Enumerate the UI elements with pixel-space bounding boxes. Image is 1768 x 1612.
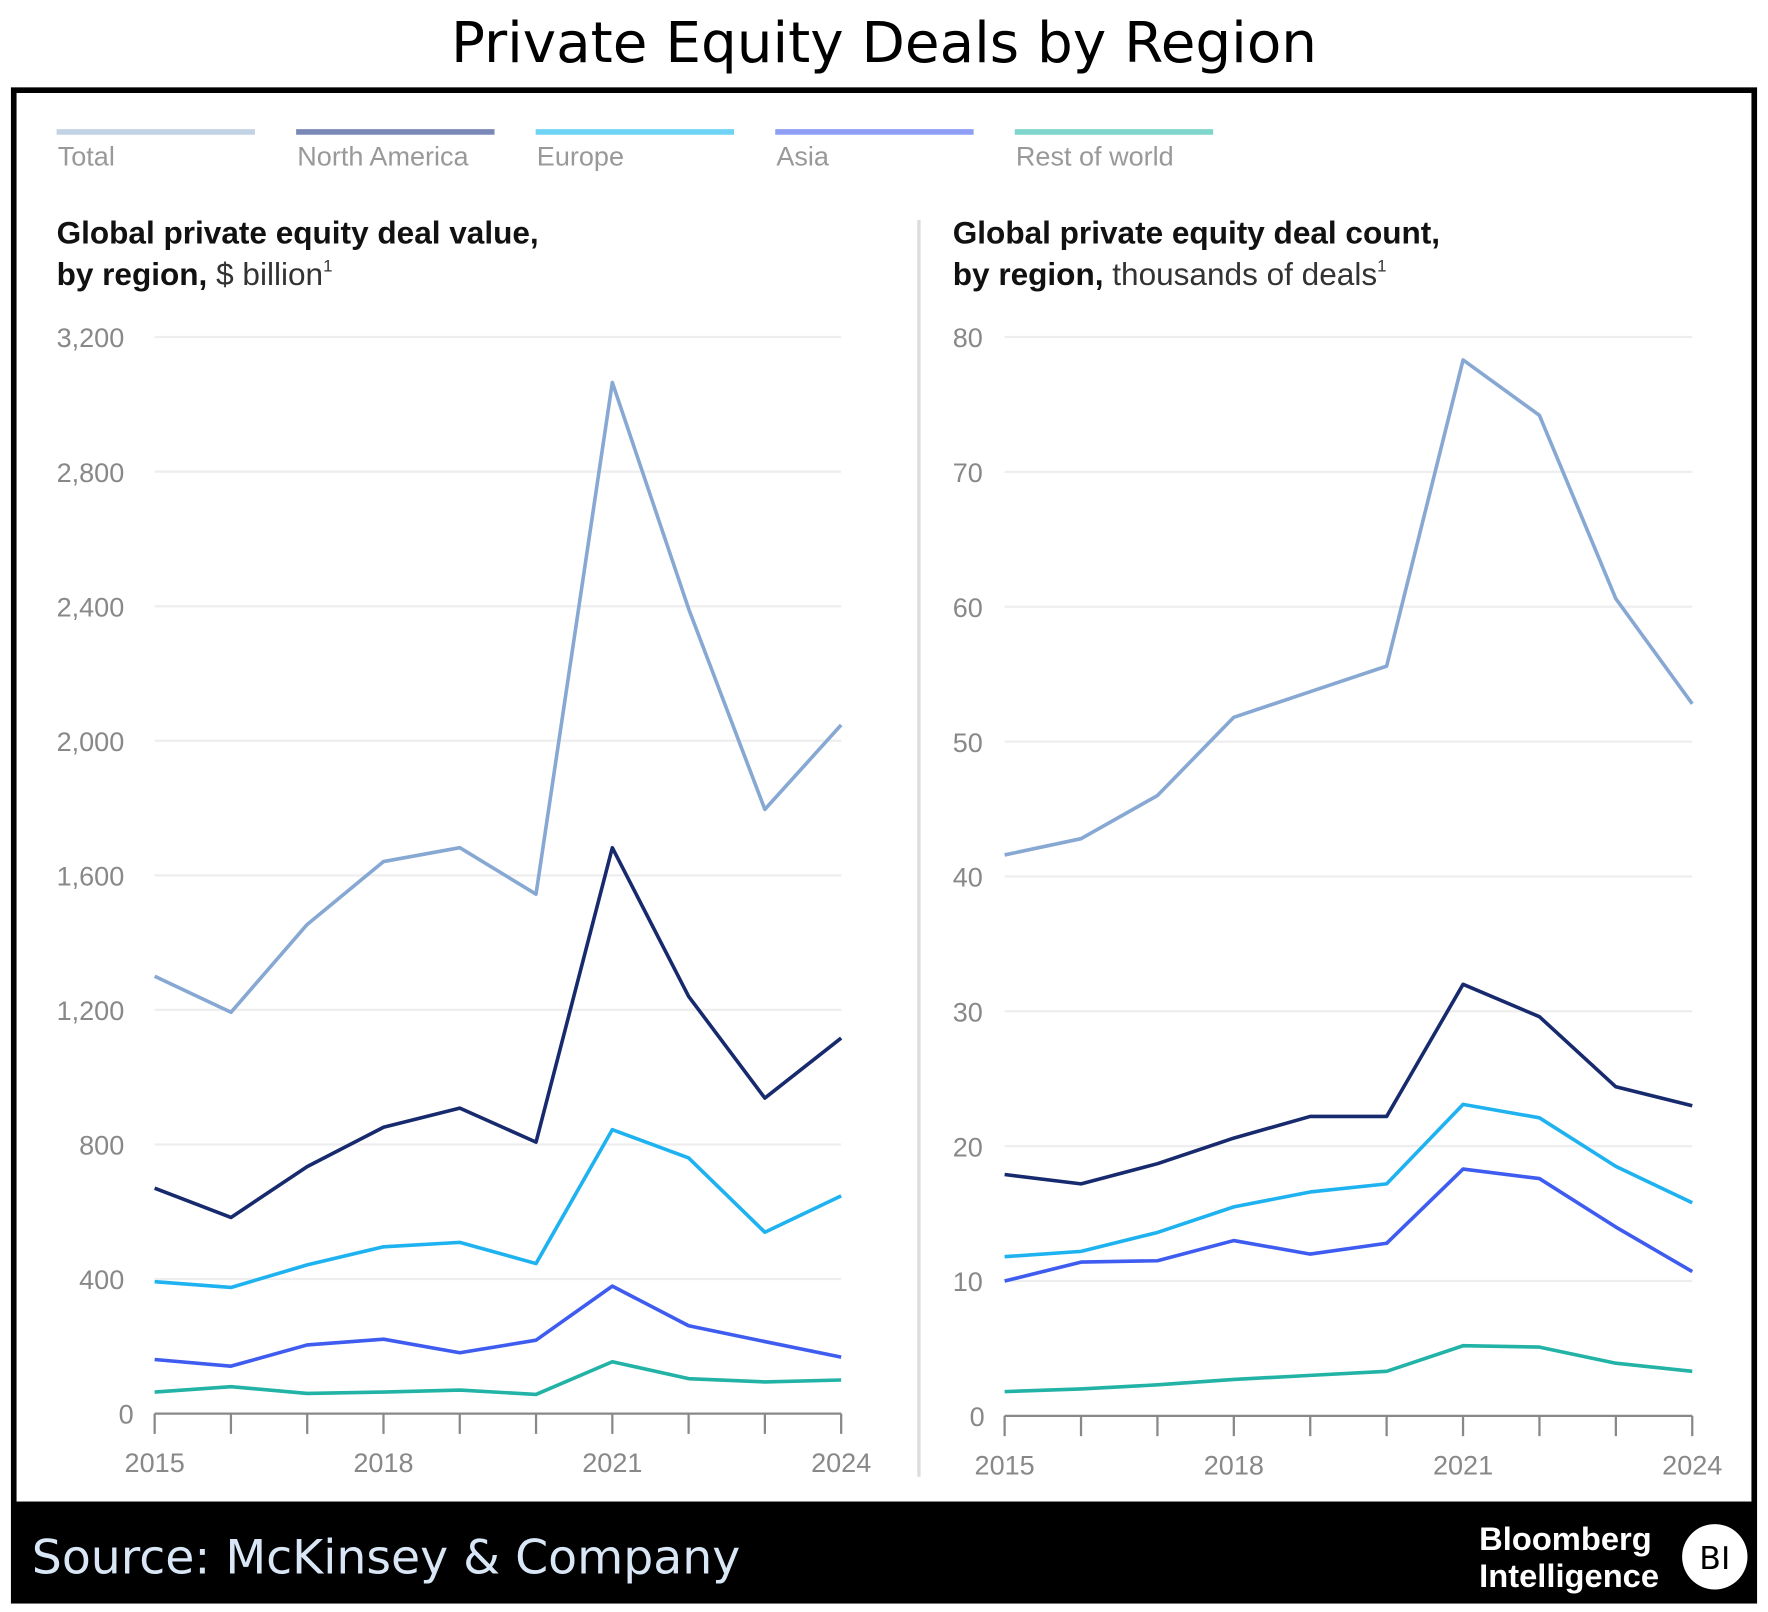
bi-badge (1682, 1524, 1748, 1590)
x-tick-label: 2015 (125, 1448, 185, 1478)
y-tick-label: 40 (953, 863, 983, 893)
brand-line1: Bloomberg (1479, 1520, 1652, 1557)
y-tick-label: 0 (119, 1400, 134, 1430)
source-text: Source: McKinsey & Company (32, 1531, 741, 1586)
series-line-asia (154, 1284, 842, 1368)
y-tick-label: 1,200 (57, 996, 125, 1026)
chart-title-bold: by region, (57, 256, 208, 292)
footer-bar (13, 1501, 1755, 1603)
x-tick-label: 2024 (811, 1448, 871, 1478)
series-line-asia (1004, 1167, 1694, 1283)
y-tick-label: 800 (79, 1131, 124, 1161)
deal-value-chart: Global private equity deal value, by regi… (57, 214, 872, 1478)
chart-title-line1: Global private equity deal count, (953, 214, 1440, 250)
chart-title-bold: by region, (953, 256, 1104, 292)
chart-title-line2: by region, thousands of deals1 (953, 256, 1387, 292)
series-line-rest-of-world (154, 1359, 842, 1397)
series-line-europe (154, 1127, 842, 1290)
bi-badge-text: BI (1699, 1541, 1730, 1577)
brand-line2: Intelligence (1479, 1557, 1659, 1594)
y-tick-label: 2,400 (57, 592, 125, 622)
chart-title-line1: Global private equity deal value, (57, 214, 539, 250)
y-tick-label: 20 (953, 1132, 983, 1162)
x-tick-label: 2015 (975, 1450, 1035, 1480)
x-tick-label: 2024 (1662, 1450, 1722, 1480)
legend-label: Total (58, 142, 115, 172)
chart-title-line2: by region, $ billion1 (57, 256, 333, 292)
y-tick-label: 2,800 (57, 458, 125, 488)
chart-frame (10, 87, 1758, 1604)
x-tick-label: 2018 (1204, 1450, 1264, 1480)
y-tick-label: 400 (79, 1265, 124, 1295)
y-tick-label: 50 (953, 728, 983, 758)
deal-count-chart: Global private equity deal count, by regi… (953, 214, 1723, 1480)
y-tick-label: 80 (953, 323, 983, 353)
y-tick-label: 60 (953, 593, 983, 623)
figure-title: Private Equity Deals by Region (451, 11, 1317, 76)
series-line-rest-of-world (1004, 1343, 1693, 1394)
chart-title-unit: thousands of deals (1104, 256, 1378, 292)
series-line-total (153, 380, 843, 1015)
x-tick-label: 2021 (582, 1448, 642, 1478)
y-tick-label: 70 (953, 458, 983, 488)
legend-label: Rest of world (1016, 142, 1174, 172)
series-line-total (1004, 358, 1694, 857)
legend: Total North America Europe Asia Rest of worl… (56, 129, 1214, 172)
x-tick-label: 2018 (353, 1448, 413, 1478)
y-tick-label: 30 (953, 997, 983, 1027)
series-line-europe (1004, 1102, 1694, 1259)
legend-label: Asia (776, 142, 830, 172)
legend-label: Europe (537, 142, 624, 172)
chart-footnote-marker: 1 (1377, 257, 1386, 276)
y-tick-label: 2,000 (57, 727, 125, 757)
y-tick-label: 1,600 (57, 861, 125, 891)
chart-title-unit: $ billion (207, 256, 323, 292)
y-tick-label: 0 (970, 1402, 985, 1432)
chart-footnote-marker: 1 (323, 257, 332, 276)
series-line-north-america (154, 845, 843, 1220)
y-tick-label: 3,200 (57, 323, 125, 353)
series-line-north-america (1004, 982, 1693, 1186)
x-tick-label: 2021 (1433, 1450, 1493, 1480)
y-tick-label: 10 (953, 1267, 983, 1297)
legend-label: North America (297, 142, 469, 172)
